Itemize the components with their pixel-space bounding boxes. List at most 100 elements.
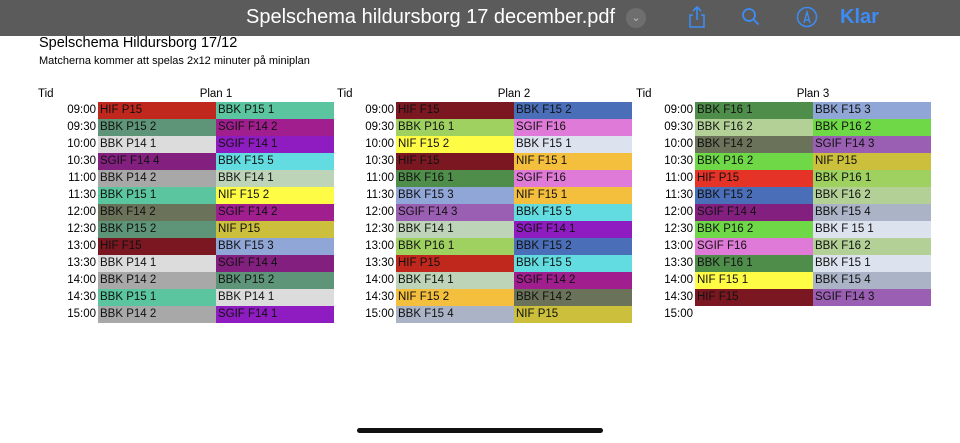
time-cell: 13:00 (664, 240, 693, 252)
match-team-cell: NIF P15 (813, 153, 931, 170)
schedule-title: Spelschema Hildursborg 17/12 (39, 35, 238, 51)
table-row: 09:30 BBK P16 1 SGIF F16 (358, 119, 632, 136)
time-cell: 15:00 (365, 308, 394, 320)
match-team-cell: BBK F15 2 (514, 238, 632, 255)
time-cell: 10:00 (67, 138, 96, 150)
done-button[interactable]: Klar (840, 6, 879, 28)
table-row: 09:00 BBK F16 1 BBK F15 3 (657, 102, 931, 119)
match-team-cell: NIF F15 2 (396, 289, 514, 306)
table-row: 09:30 BBK P15 2 SGIF F14 2 (60, 119, 334, 136)
match-team-cell: SGIF F14 4 (695, 204, 813, 221)
match-team-cell: SGIF F14 1 (216, 306, 334, 323)
match-team-cell: BBK P16 2 (695, 153, 813, 170)
time-cell: 12:30 (365, 223, 394, 235)
chevron-down-icon[interactable]: ⌄ (626, 8, 646, 28)
match-team-cell: NIF F15 1 (695, 272, 813, 289)
match-team-cell: SGIF F16 (514, 119, 632, 136)
table-row: 14:00 NIF F15 1 BBK F15 4 (657, 272, 931, 289)
table-row: 11:30 BBK P15 1 NIF F15 2 (60, 187, 334, 204)
match-team-cell: BBK P14 1 (98, 136, 216, 153)
match-team-cell: BBK F16 1 (695, 255, 813, 272)
match-team-cell: SGIF F16 (514, 170, 632, 187)
plan-header: Plan 1 (199, 88, 233, 100)
time-cell: 12:00 (664, 206, 693, 218)
table-row: 15:00 (657, 306, 931, 323)
table-row: 11:30 BBK F15 2 BBK F16 2 (657, 187, 931, 204)
match-team-cell: NIF P15 (216, 221, 334, 238)
match-team-cell: BBK F15 1 (813, 255, 931, 272)
table-row: 12:00 BBK F14 2 SGIF F14 2 (60, 204, 334, 221)
match-team-cell: BBK F14 1 (216, 170, 334, 187)
time-cell: 13:00 (365, 240, 394, 252)
table-row: 14:30 NIF F15 2 BBK F14 2 (358, 289, 632, 306)
time-cell: 11:30 (366, 189, 394, 201)
table-row: 10:00 BBK F14 2 SGIF F14 3 (657, 136, 931, 153)
match-team-cell: BBK F15 3 (813, 102, 931, 119)
toolbar: Spelschema hildursborg 17 december.pdf ⌄… (0, 0, 960, 36)
match-team-cell: BBK P14 2 (98, 272, 216, 289)
match-team-cell: BBK F15 1 (514, 136, 632, 153)
match-team-cell: BBK F15 4 (396, 306, 514, 323)
share-icon[interactable] (688, 5, 706, 34)
table-row: 13:00 SGIF F16 BBK F16 2 (657, 238, 931, 255)
time-cell: 10:30 (664, 155, 693, 167)
match-team-cell: BBK P15 1 (98, 187, 216, 204)
plan-header: Plan 2 (497, 88, 531, 100)
plan-schedule-table: 09:00 HIF F15 BBK F15 2 09:30 BBK P16 1 SGIF … (358, 102, 632, 323)
time-cell: 14:00 (365, 274, 394, 286)
time-cell: 11:00 (68, 172, 96, 184)
plan-schedule-table: 09:00 BBK F16 1 BBK F15 3 09:30 BBK F16 2 BBK… (657, 102, 931, 323)
time-cell: 15:00 (664, 308, 693, 320)
table-row: 12:00 SGIF F14 4 BBK F15 4 (657, 204, 931, 221)
time-cell: 14:30 (664, 291, 693, 303)
match-team-cell: HIF F15 (396, 153, 514, 170)
table-row: 12:30 BBK P15 2 NIF P15 (60, 221, 334, 238)
match-team-cell: SGIF F14 3 (813, 289, 931, 306)
match-team-cell: SGIF F16 (695, 238, 813, 255)
table-row: 09:30 BBK F16 2 BBK P16 2 (657, 119, 931, 136)
match-team-cell: SGIF F14 4 (98, 153, 216, 170)
time-cell: 12:00 (67, 206, 96, 218)
table-row: 09:00 HIF P15 BBK P15 1 (60, 102, 334, 119)
match-team-cell: BBK P14 1 (98, 255, 216, 272)
table-row: 14:00 BBK P14 2 BBK P15 2 (60, 272, 334, 289)
match-team-cell: BBK P16 2 (695, 221, 813, 238)
table-row: 12:00 SGIF F14 3 BBK F15 5 (358, 204, 632, 221)
match-team-cell: SGIF F14 2 (216, 204, 334, 221)
table-row: 11:00 BBK P14 2 BBK F14 1 (60, 170, 334, 187)
match-team-cell: BBK F15 4 (813, 272, 931, 289)
table-row: 15:00 BBK F15 4 NIF P15 (358, 306, 632, 323)
table-row: 09:00 HIF F15 BBK F15 2 (358, 102, 632, 119)
match-team-cell: SGIF F14 3 (396, 204, 514, 221)
match-team-cell: HIF F15 (98, 238, 216, 255)
table-row: 15:00 BBK P14 2 SGIF F14 1 (60, 306, 334, 323)
match-team-cell: BBK F15 3 (396, 187, 514, 204)
match-team-cell: BBK P14 2 (98, 306, 216, 323)
markup-icon[interactable] (796, 6, 818, 34)
match-team-cell: BBK F14 1 (396, 272, 514, 289)
match-team-cell: BBK F 15 1 (813, 221, 931, 238)
match-team-cell: BBK P16 1 (396, 238, 514, 255)
table-row: 14:30 HIF F15 SGIF F14 3 (657, 289, 931, 306)
match-team-cell: BBK F15 4 (813, 204, 931, 221)
match-team-cell: SGIF F14 3 (813, 136, 931, 153)
match-team-cell: NIF P15 (514, 306, 632, 323)
match-team-cell: SGIF F14 4 (216, 255, 334, 272)
table-row: 13:00 HIF F15 BBK F15 3 (60, 238, 334, 255)
table-row: 10:00 BBK P14 1 SGIF F14 1 (60, 136, 334, 153)
match-team-cell: NIF F15 1 (514, 187, 632, 204)
tid-header: Tid (38, 88, 54, 100)
match-team-cell: HIF F15 (695, 289, 813, 306)
search-icon[interactable] (741, 6, 761, 34)
match-team-cell: SGIF F14 2 (514, 272, 632, 289)
table-row: 12:30 BBK F14 1 SGIF F14 1 (358, 221, 632, 238)
home-indicator[interactable] (357, 428, 603, 433)
time-cell: 10:00 (664, 138, 693, 150)
table-row: 12:30 BBK P16 2 BBK F 15 1 (657, 221, 931, 238)
match-team-cell: HIF P15 (98, 102, 216, 119)
match-team-cell: NIF F15 2 (396, 136, 514, 153)
time-cell: 14:30 (365, 291, 394, 303)
time-cell: 09:30 (664, 121, 693, 133)
match-team-cell: BBK F15 2 (514, 102, 632, 119)
time-cell: 14:30 (67, 291, 96, 303)
